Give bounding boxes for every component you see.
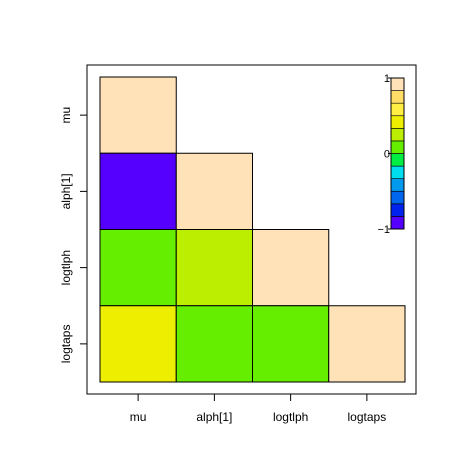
colorbar-tick-label: 1 <box>384 73 390 85</box>
cell-logtaps-logtlph <box>252 305 330 383</box>
y-tick-label-mu: mu <box>59 107 73 124</box>
cells-layer <box>99 76 406 383</box>
y-tick-label-logtlph: logtlph <box>59 250 73 285</box>
y-axis: mu alph[1] logtlph logtaps <box>59 107 87 363</box>
colorbar-swatch <box>390 140 405 154</box>
colorbar-swatch <box>390 128 405 142</box>
cell-alph-1-mu <box>99 152 177 230</box>
plot-frame <box>86 64 417 395</box>
cell-logtaps-logtaps <box>328 305 406 383</box>
cell-logtlph-logtlph <box>252 229 330 307</box>
colorbar: 1 0 −1 <box>377 73 405 236</box>
cell-logtaps-mu <box>99 305 177 383</box>
colorbar-swatch <box>390 178 405 192</box>
colorbar-swatch <box>390 102 405 117</box>
colorbar-tick-label: 0 <box>384 149 390 161</box>
x-tick-label-logtlph: logtlph <box>273 410 308 424</box>
colorbar-tick-label: −1 <box>377 224 390 236</box>
colorbar-swatch <box>390 216 405 230</box>
x-tick-label-alph-1: alph[1] <box>196 410 232 424</box>
cell-logtlph-alph-1 <box>175 229 253 307</box>
colorbar-swatch <box>390 165 405 179</box>
x-tick-label-mu: mu <box>130 410 147 424</box>
x-tick-label-logtaps: logtaps <box>348 410 387 424</box>
cell-alph-1-alph-1 <box>175 152 253 230</box>
y-tick-label-logtaps: logtaps <box>59 325 73 364</box>
colorbar-swatch <box>390 90 405 104</box>
y-tick-label-alph-1: alph[1] <box>59 173 73 209</box>
cell-mu-mu <box>99 76 177 154</box>
colorbar-swatch <box>390 115 405 129</box>
colorbar-swatch <box>390 203 405 217</box>
colorbar-swatch <box>390 190 405 205</box>
colorbar-swatch <box>390 153 405 167</box>
cell-logtaps-alph-1 <box>175 305 253 383</box>
cell-logtlph-mu <box>99 229 177 307</box>
x-axis: mu alph[1] logtlph logtaps <box>130 394 386 424</box>
colorbar-swatch <box>390 77 405 91</box>
